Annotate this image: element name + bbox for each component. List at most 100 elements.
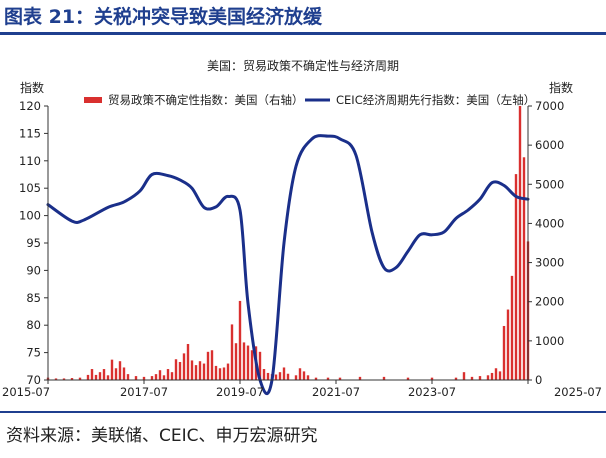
uncertainty-bar [106,375,110,380]
uncertainty-bar [230,324,234,380]
right-axis-label: 指数 [549,80,573,95]
uncertainty-bar [118,361,122,380]
uncertainty-bar [238,300,242,380]
uncertainty-bar [226,363,230,380]
x-axis-tick-label: 2021-07 [312,385,360,399]
source-note: 资料来源：美联储、CEIC、申万宏源研究 [6,426,318,446]
uncertainty-bar [218,368,222,380]
uncertainty-bar [266,372,270,380]
uncertainty-bar [338,377,342,380]
uncertainty-bar [78,377,82,380]
uncertainty-bar [250,350,254,380]
uncertainty-bar [382,376,386,380]
uncertainty-bar [186,343,190,380]
uncertainty-bar [62,378,66,380]
uncertainty-bar [86,374,90,380]
uncertainty-bar [194,365,198,380]
uncertainty-bar [70,378,74,380]
uncertainty-bar [150,376,154,380]
chart: 美国：贸易政策不确定性与经济周期 指数 指数 贸易政策不确定性指数：美国（右轴）… [2,58,602,399]
uncertainty-bar [486,375,490,380]
left-axis-tick-label: 90 [26,263,41,277]
uncertainty-bar [494,368,498,380]
uncertainty-bar [154,374,158,380]
legend: 贸易政策不确定性指数：美国（右轴） CEIC经济周期先行指数：美国（左轴） [84,93,535,107]
left-axis-tick-label: 75 [26,346,41,360]
left-axis-label: 指数 [20,80,44,95]
uncertainty-bar [326,377,330,380]
uncertainty-bar [358,376,362,380]
uncertainty-bar [470,376,474,380]
legend-bar-label: 贸易政策不确定性指数：美国（右轴） [108,93,304,107]
uncertainty-bar [110,359,114,380]
left-axis-tick-label: 70 [26,373,41,387]
legend-bar-swatch [84,97,102,103]
right-axis-tick-label: 0 [535,373,542,387]
axes: 70 75 80 85 90 95 100 105 110 115 120 0 1000 2000 3000… [2,99,602,399]
uncertainty-bar [122,367,126,380]
right-axis-tick-label: 3000 [535,256,564,270]
x-axis-tick-label: 2019-07 [216,385,264,399]
uncertainty-bar [274,374,278,380]
footer-rule [0,411,606,413]
uncertainty-bar [210,350,214,380]
left-axis-tick-label: 80 [26,318,41,332]
uncertainty-bar [278,372,282,380]
left-axis-tick-label: 120 [19,99,41,113]
x-axis-tick-label: 2017-07 [120,385,168,399]
uncertainty-bar [94,374,98,380]
uncertainty-bar [430,377,434,380]
uncertainty-bar [142,376,146,380]
uncertainty-bar [506,309,510,380]
uncertainty-bar [98,372,102,380]
left-axis-tick-label: 115 [19,126,41,140]
uncertainty-bar [242,342,246,380]
uncertainty-bar [314,377,318,380]
uncertainty-bar [306,375,310,380]
uncertainty-bar [174,359,178,380]
uncertainty-bar [490,372,494,380]
uncertainty-bar [222,367,226,380]
uncertainty-bar [518,106,522,380]
uncertainty-bar [522,157,526,380]
uncertainty-bar [134,376,138,380]
uncertainty-bar [214,365,218,380]
line-series [46,134,530,395]
uncertainty-bar [298,368,302,380]
left-axis-tick-label: 100 [19,209,41,223]
uncertainty-bar [126,374,130,380]
uncertainty-bar [498,371,502,380]
left-axis-tick-label: 110 [19,154,41,168]
left-axis-tick-label: 85 [26,291,41,305]
uncertainty-bar [514,174,518,380]
right-axis-tick-label: 7000 [535,99,564,113]
uncertainty-bar [182,353,186,380]
left-axis-tick-label: 95 [26,236,41,250]
x-axis-tick-label: 2025-07 [554,385,602,399]
uncertainty-bar [162,375,166,380]
uncertainty-bar [258,351,262,380]
uncertainty-bar [102,369,106,380]
uncertainty-bar [178,361,182,380]
uncertainty-bar [510,275,514,380]
uncertainty-bar [166,369,170,380]
title-rule [0,32,606,35]
right-axis-tick-label: 2000 [535,295,564,309]
uncertainty-bar [114,368,118,380]
uncertainty-bar [286,373,290,380]
right-axis-tick-label: 4000 [535,216,564,230]
uncertainty-bar [462,372,466,380]
uncertainty-bar [246,345,250,380]
uncertainty-bar [206,351,210,380]
right-axis-tick-label: 6000 [535,138,564,152]
uncertainty-bar [54,378,58,380]
uncertainty-bar [294,375,298,380]
uncertainty-bar [406,377,410,380]
uncertainty-bar [262,369,266,380]
uncertainty-bar [302,371,306,380]
uncertainty-bar [478,376,482,380]
right-axis-tick-label: 5000 [535,177,564,191]
ceic-leading-index-line [46,134,530,395]
uncertainty-bar [502,325,506,380]
uncertainty-bar [158,370,162,380]
